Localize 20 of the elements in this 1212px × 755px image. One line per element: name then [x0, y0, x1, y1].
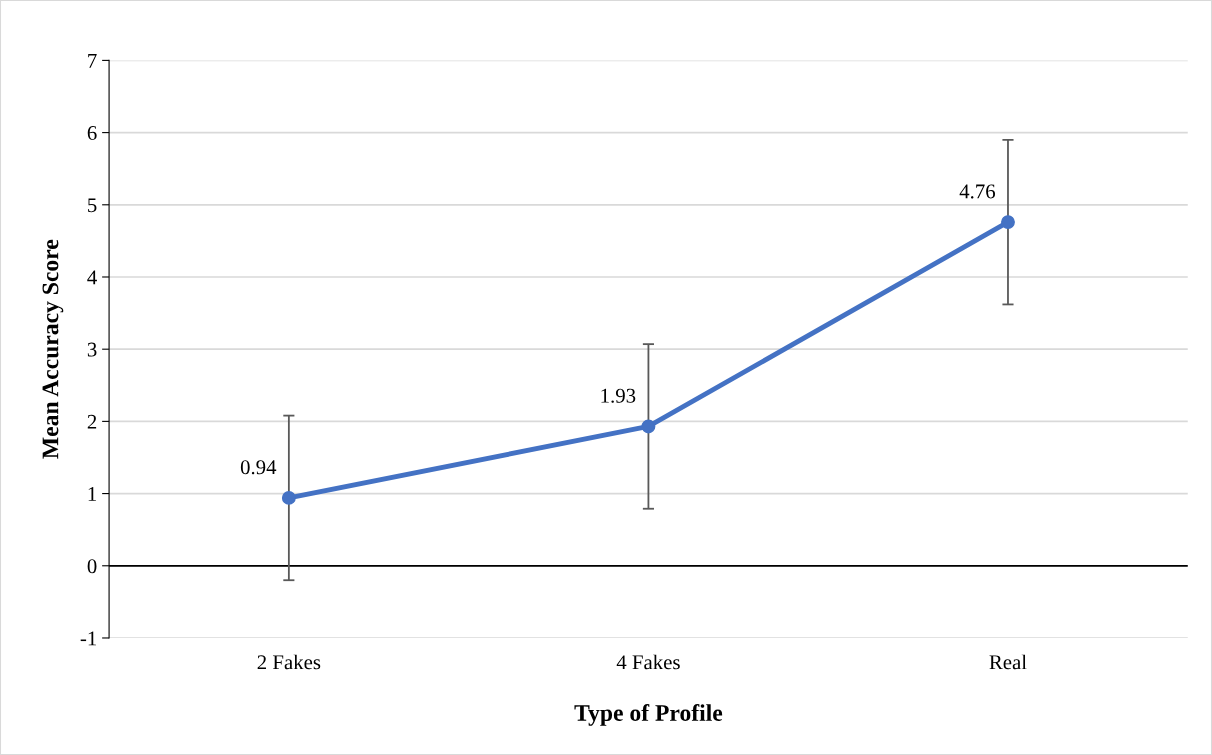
x-tick-label: 2 Fakes — [257, 654, 321, 670]
y-tick-label: 6 — [87, 126, 97, 141]
y-tick-label: 0 — [87, 559, 97, 574]
y-tick-label: 5 — [88, 198, 97, 213]
y-tick-label: 2 — [87, 414, 97, 429]
data-label: 1.93 — [601, 388, 636, 403]
point — [1001, 215, 1015, 230]
x-axis-title: Type of Profile — [574, 704, 723, 726]
point — [281, 490, 296, 505]
data-label: 0.94 — [240, 460, 277, 475]
y-axis-title: Mean Accuracy Score — [42, 239, 64, 459]
y-tick-label: 1 — [88, 487, 97, 501]
y-tick-label: 7 — [88, 53, 97, 68]
y-tick-label: 3 — [87, 342, 97, 357]
x-tick-label: Real — [989, 654, 1027, 670]
point — [641, 419, 656, 434]
y-tick-label: 4 — [87, 270, 97, 285]
y-tick-label: -1 — [80, 631, 97, 646]
data-label: 4.76 — [959, 184, 996, 199]
x-tick-label: 4 Fakes — [616, 654, 680, 670]
